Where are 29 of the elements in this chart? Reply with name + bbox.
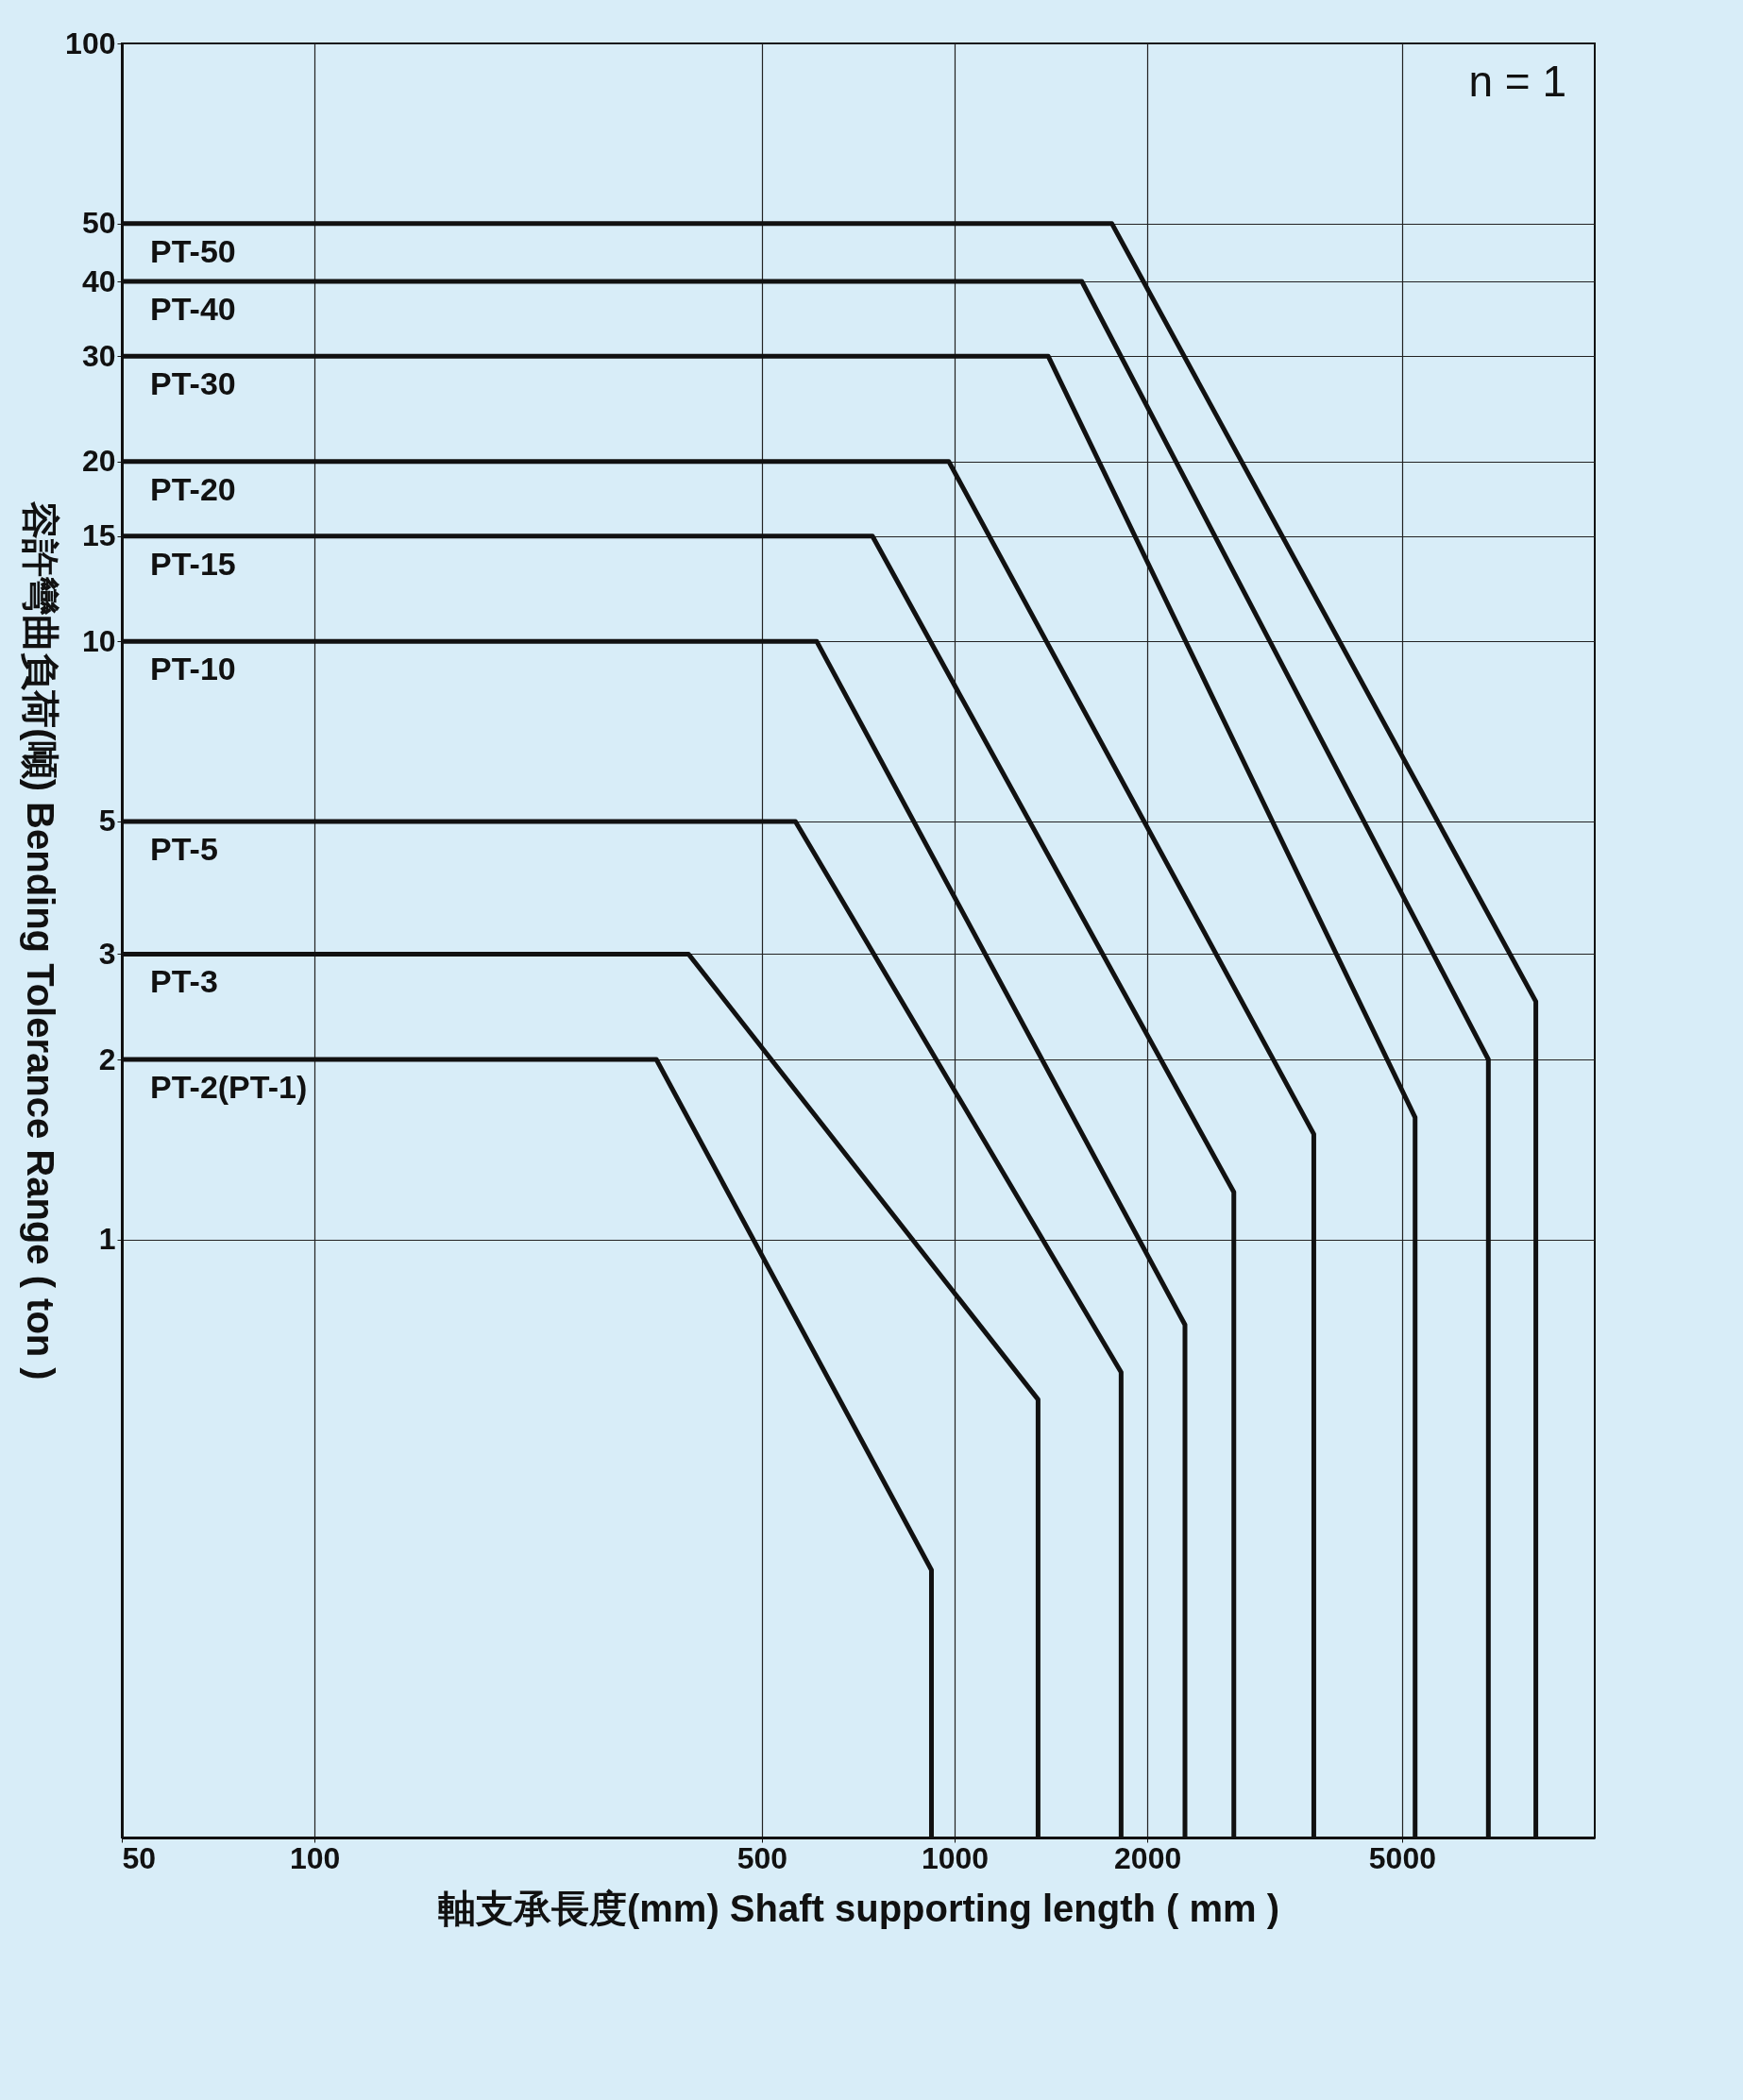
y-tick-label: 3 (98, 936, 116, 971)
series-label: PT-10 (150, 651, 236, 687)
x-axis-title: 軸支承長度(mm) Shaft supporting length ( mm ) (437, 1887, 1280, 1929)
x-tick-label: 1000 (921, 1840, 990, 1875)
series-label: PT-40 (150, 291, 236, 328)
x-tick-label: 50 (122, 1840, 157, 1875)
x-tick-label: 100 (289, 1840, 341, 1875)
x-tick-label: 500 (736, 1840, 788, 1875)
series-label: PT-5 (150, 830, 218, 867)
y-tick-label: 40 (81, 263, 116, 298)
y-tick-label: 2 (98, 1042, 116, 1076)
y-tick-label: 10 (81, 623, 116, 658)
y-tick-label: 15 (81, 518, 116, 553)
y-tick-label: 50 (81, 206, 116, 241)
y-axis-title: 容許彎曲負荷(噸) Bending Tolerance Range ( ton ) (20, 500, 62, 1380)
y-tick-label: 5 (98, 804, 116, 838)
series-label: PT-50 (150, 232, 236, 269)
annotation: n = 1 (1468, 57, 1566, 106)
y-tick-label: 30 (81, 338, 116, 373)
series-label: PT-30 (150, 365, 236, 402)
series-label: PT-3 (150, 963, 218, 1000)
y-tick-label: 1 (98, 1222, 116, 1257)
x-tick-label: 2000 (1114, 1840, 1182, 1875)
y-tick-label: 20 (81, 444, 116, 479)
series-label: PT-2(PT-1) (150, 1069, 308, 1106)
y-tick-label: 100 (65, 25, 116, 60)
series-label: PT-20 (150, 470, 236, 507)
series-label: PT-15 (150, 545, 236, 582)
x-tick-label: 5000 (1368, 1840, 1437, 1875)
